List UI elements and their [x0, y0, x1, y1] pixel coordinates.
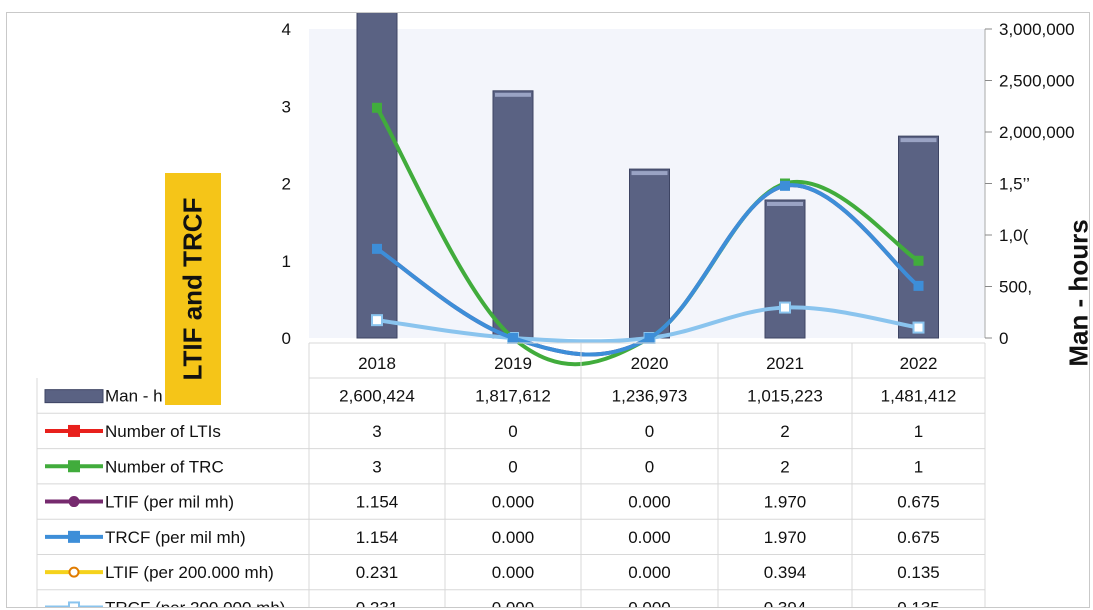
legend-key-marker — [68, 566, 80, 578]
x-category-label: 2022 — [900, 354, 938, 373]
bar-manhours — [764, 199, 806, 339]
series-marker — [508, 333, 518, 343]
series-marker — [779, 301, 791, 314]
series-marker — [913, 255, 924, 266]
table-cell: 0.000 — [492, 563, 535, 582]
y-left-tick-label: 4 — [282, 20, 291, 39]
series-marker — [372, 102, 382, 113]
series-marker — [372, 243, 382, 254]
y-left-tick-label: 0 — [282, 329, 291, 348]
series-line — [375, 183, 921, 357]
table-cell: 0.000 — [628, 598, 671, 607]
table-cell: 0.000 — [492, 598, 535, 607]
table-cell: 1,236,973 — [612, 387, 688, 406]
table-row-label: Number of TRC — [105, 457, 224, 476]
table-cell: 1.154 — [356, 528, 399, 547]
table-row-label: Man - h — [105, 387, 163, 406]
table-cell: 0.135 — [897, 598, 940, 607]
y-axis-right-title: Man - hours — [1061, 183, 1093, 403]
series-marker — [912, 321, 925, 334]
table-cell: 0.000 — [628, 563, 671, 582]
table-cell: 2 — [780, 422, 789, 441]
table-cell: 1,481,412 — [881, 387, 957, 406]
table-cell: 0.675 — [897, 528, 940, 547]
table-cell: 1.970 — [764, 493, 807, 512]
legend-key-bar — [44, 389, 104, 404]
y-axis-right-label: Man - hours — [1063, 219, 1093, 367]
y-axis-left-label: LTIF and TRCF — [177, 197, 208, 381]
series-marker — [780, 180, 790, 191]
table-cell: 1,817,612 — [475, 387, 551, 406]
table-cell: 3 — [372, 457, 381, 476]
bar-manhours — [356, 13, 398, 339]
table-cell: 0.231 — [356, 598, 399, 607]
table-cell: 0.000 — [628, 493, 671, 512]
x-category-label: 2019 — [494, 354, 532, 373]
series-marker — [913, 280, 924, 291]
chart-frame: 0 1 2 3 4 0 500, 1,0( 1,5’’ 2,000,000 2,500,000 3,0… — [6, 12, 1093, 608]
table-cell: 0.394 — [764, 598, 807, 607]
table-row-label: LTIF (per mil mh) — [105, 493, 234, 512]
bar-manhours — [492, 90, 534, 339]
table-cell: 0 — [645, 422, 654, 441]
x-category-label: 2020 — [631, 354, 669, 373]
legend-key-marker — [68, 424, 80, 437]
x-category-label: 2018 — [358, 354, 396, 373]
y-left-tick-label: 1 — [282, 252, 291, 271]
bar-highlight — [495, 92, 531, 97]
y-right-tick-label: 1,5’’ — [999, 175, 1030, 194]
table-cell: 1,015,223 — [747, 387, 823, 406]
table-cell: 1.154 — [356, 493, 399, 512]
table-cell: 0.000 — [492, 528, 535, 547]
y-right-tick-label: 2,000,000 — [999, 123, 1075, 142]
y-right-tick-label: 3,000,000 — [999, 20, 1075, 39]
y-right-tick-label: 0 — [999, 329, 1008, 348]
legend-key-marker — [68, 496, 80, 508]
table-cell: 0.675 — [897, 493, 940, 512]
table-cell: 1 — [914, 422, 923, 441]
table-cell: 0.394 — [764, 563, 807, 582]
table-cell: 3 — [372, 422, 381, 441]
table-row-label: TRCF (per 200.000 mh) — [105, 598, 285, 607]
table-cell: 0 — [508, 422, 517, 441]
x-category-label: 2021 — [766, 354, 804, 373]
series-marker — [371, 314, 383, 327]
y-axis-left-title: LTIF and TRCF — [165, 173, 221, 405]
bar-highlight — [900, 138, 937, 143]
bar-manhours — [629, 168, 670, 339]
table-cell: 0.000 — [628, 528, 671, 547]
table-row-label: LTIF (per 200.000 mh) — [105, 563, 274, 582]
table-row-label: Number of LTIs — [105, 422, 221, 441]
table-cell: 0.231 — [356, 563, 399, 582]
y-right-tick-label: 1,0( — [999, 226, 1029, 245]
bar-highlight — [631, 171, 668, 176]
y-left-tick-label: 3 — [282, 97, 291, 116]
legend-key-marker — [68, 601, 80, 607]
table-cell: 0.000 — [492, 493, 535, 512]
combo-chart: 0 1 2 3 4 0 500, 1,0( 1,5’’ 2,000,000 2,500,000 3,0… — [36, 13, 1075, 607]
table-cell: 1.970 — [764, 528, 807, 547]
table-row-label: TRCF (per mil mh) — [105, 528, 246, 547]
series-marker — [644, 333, 655, 343]
bar-manhours — [898, 135, 939, 339]
table-cell: 0 — [508, 457, 517, 476]
table-cell: 2,600,424 — [339, 387, 415, 406]
legend-key-marker — [68, 460, 80, 473]
table-cell: 2 — [780, 457, 789, 476]
table-cell: 0.135 — [897, 563, 940, 582]
table-cell: 0 — [645, 457, 654, 476]
y-right-tick-label: 500, — [999, 278, 1032, 297]
y-right-tick-label: 2,500,000 — [999, 72, 1075, 91]
legend-key-marker — [68, 530, 80, 543]
bar-highlight — [767, 201, 803, 206]
table-cell: 1 — [914, 457, 923, 476]
y-left-tick-label: 2 — [282, 175, 291, 194]
